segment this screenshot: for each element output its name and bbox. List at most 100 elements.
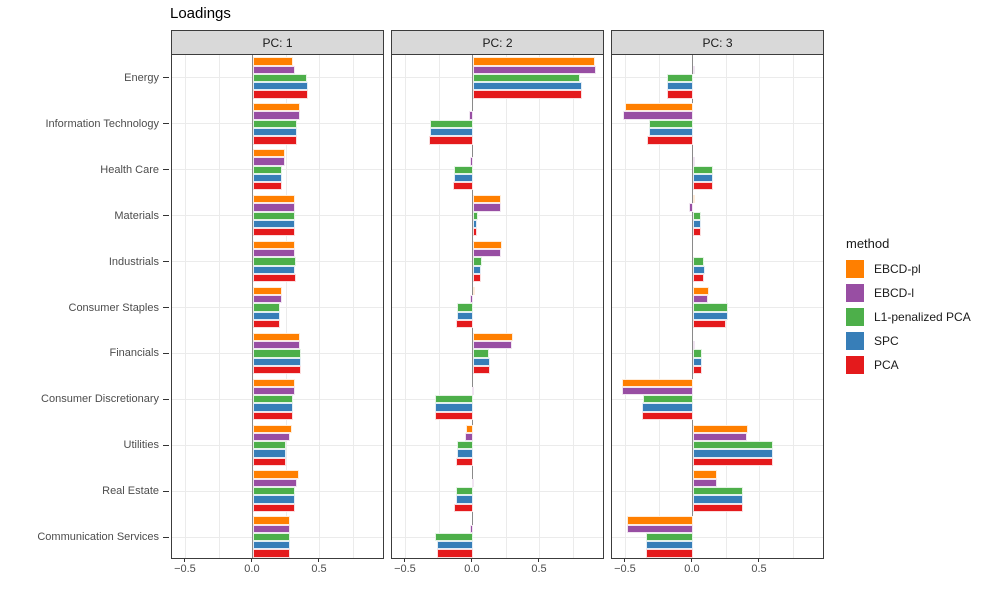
bar: [252, 73, 307, 83]
bar: [252, 457, 287, 466]
bar: [252, 149, 286, 158]
x-tick-mark: [251, 559, 253, 562]
bar: [472, 249, 502, 258]
bar: [472, 286, 475, 296]
bar: [472, 349, 490, 358]
bar: [472, 211, 479, 220]
bar: [252, 319, 280, 329]
bar: [470, 295, 473, 304]
bar: [252, 211, 295, 220]
gridline-horizontal: [612, 398, 823, 400]
bar: [252, 103, 300, 112]
bar: [471, 386, 474, 396]
x-tick-label: −0.5: [174, 563, 196, 575]
bar: [470, 157, 473, 166]
bar: [472, 219, 477, 229]
bar: [472, 195, 502, 204]
y-axis-label: Utilities: [123, 439, 159, 452]
facet-panel: PC: 1 −0.5 0.0 0.5: [171, 30, 384, 581]
bar: [456, 441, 473, 450]
bar: [252, 265, 295, 274]
gridline-vertical: [319, 55, 321, 558]
bar: [252, 157, 286, 166]
bar: [692, 265, 706, 274]
facet-strip: PC: 2: [391, 30, 604, 55]
legend-item: PCA: [846, 356, 971, 374]
bar: [646, 541, 693, 550]
gridline-horizontal: [392, 215, 603, 217]
y-axis: Energy Information Technology Health Care M…: [0, 55, 170, 560]
bar: [252, 470, 299, 479]
bar: [252, 411, 294, 420]
bar: [252, 182, 283, 191]
bar: [252, 219, 295, 229]
bar: [435, 403, 473, 412]
gridline-horizontal: [392, 169, 603, 171]
x-tick-label: −0.5: [614, 563, 636, 575]
y-axis-tick-mark: [163, 261, 169, 263]
x-tick-mark: [691, 559, 693, 562]
y-axis-label: Industrials: [108, 255, 159, 268]
y-axis-label: Real Estate: [102, 485, 159, 498]
bar: [692, 173, 714, 183]
bar: [692, 449, 774, 458]
gridline-horizontal: [612, 77, 823, 79]
gridline-vertical: [505, 55, 507, 558]
bar: [472, 341, 512, 350]
bar: [454, 173, 473, 183]
bar: [667, 82, 693, 91]
bar: [252, 487, 295, 496]
gridline-vertical: [218, 55, 220, 558]
x-axis: −0.5 0.0 0.5: [611, 559, 824, 581]
bar: [692, 219, 701, 229]
bar: [692, 341, 695, 350]
gridline-vertical: [352, 55, 354, 558]
x-tick-label: 0.0: [244, 563, 260, 575]
y-axis-label: Information Technology: [45, 117, 159, 130]
bar: [692, 228, 701, 237]
bar: [692, 503, 743, 512]
bar: [692, 319, 727, 329]
x-axis: −0.5 0.0 0.5: [391, 559, 604, 581]
bar: [472, 65, 597, 74]
legend-swatch-icon: [846, 356, 864, 374]
bar: [455, 487, 473, 496]
bar: [692, 478, 718, 487]
legend-item: L1-penalized PCA: [846, 308, 971, 326]
legend-swatch-icon: [846, 260, 864, 278]
bar: [472, 90, 582, 99]
gridline-horizontal: [612, 261, 823, 263]
bar: [252, 516, 291, 525]
gridline-horizontal: [612, 352, 823, 354]
y-axis-label: Energy: [124, 71, 159, 84]
gridline-horizontal: [392, 123, 603, 125]
bar: [252, 524, 291, 533]
x-tick-label: 0.5: [751, 563, 767, 575]
bar: [627, 516, 693, 525]
gridline-horizontal: [612, 123, 823, 125]
bar: [472, 273, 481, 283]
legend: method EBCD-pl EBCD-l L1-penalized PCA SPC P…: [846, 236, 971, 380]
bar: [252, 386, 295, 396]
bar: [471, 478, 474, 487]
bar: [455, 457, 473, 466]
gridline-vertical: [759, 55, 761, 558]
bar: [692, 311, 728, 320]
x-tick-mark: [404, 559, 406, 562]
bar: [452, 182, 473, 191]
bar: [252, 136, 298, 145]
legend-item-label: SPC: [874, 334, 899, 348]
bar: [692, 357, 703, 366]
y-axis-tick-mark: [163, 77, 169, 79]
y-axis-label: Consumer Staples: [68, 301, 160, 314]
bar: [456, 303, 473, 312]
gridline-horizontal: [392, 536, 603, 538]
bar: [252, 165, 283, 174]
bar: [454, 165, 473, 174]
bar: [252, 273, 296, 283]
bar: [252, 332, 300, 341]
y-axis-tick-mark: [163, 444, 169, 446]
legend-item: SPC: [846, 332, 971, 350]
bar: [472, 73, 581, 83]
